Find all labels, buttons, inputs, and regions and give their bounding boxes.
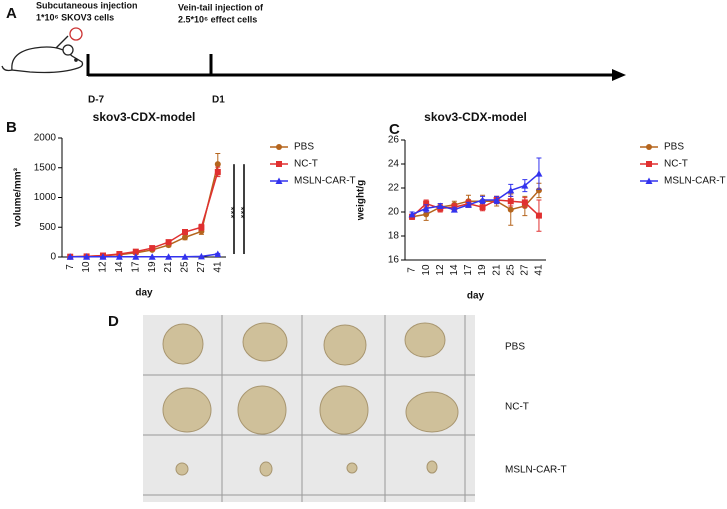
y-axis-label: weight/g xyxy=(356,180,367,222)
x-tick-label: 7 xyxy=(407,267,418,273)
y-axis-label: volume/mm³ xyxy=(13,167,24,227)
series-line xyxy=(412,174,539,215)
y-tick-label: 0 xyxy=(50,252,56,263)
panel-label: A xyxy=(6,5,17,22)
significance: *** xyxy=(224,207,235,219)
panel-label: B xyxy=(6,119,17,136)
marker xyxy=(198,224,204,230)
x-tick-label: 12 xyxy=(98,261,109,273)
x-tick-label: 14 xyxy=(449,264,460,276)
marker xyxy=(182,234,188,240)
step-text: 1*10⁶ SKOV3 cells xyxy=(36,12,114,22)
legend-label: MSLN-CAR-T xyxy=(664,176,726,187)
tumor-photo xyxy=(143,315,475,502)
mouse-icon xyxy=(2,28,83,73)
significance: *** xyxy=(234,207,245,219)
marker xyxy=(215,161,221,167)
x-tick-label: 21 xyxy=(491,264,502,276)
y-tick-label: 2000 xyxy=(34,133,57,144)
x-tick-label: 17 xyxy=(130,261,141,273)
y-tick-label: 16 xyxy=(388,255,400,266)
legend-marker xyxy=(646,144,652,150)
series-line xyxy=(70,164,218,257)
y-tick-label: 20 xyxy=(388,207,400,218)
x-axis-label: day xyxy=(467,291,485,302)
marker xyxy=(535,170,542,177)
x-tick-label: 10 xyxy=(421,264,432,276)
legend-label: PBS xyxy=(294,142,314,153)
marker xyxy=(508,198,514,204)
step-text: Subcutaneous injection xyxy=(36,0,138,10)
x-tick-label: 17 xyxy=(463,264,474,276)
y-tick-label: 18 xyxy=(388,231,400,242)
marker xyxy=(522,199,528,205)
y-tick-label: 1000 xyxy=(34,192,57,203)
timepoint: D-7 xyxy=(88,95,105,106)
timepoint: D1 xyxy=(212,95,225,106)
chart-title: skov3-CDX-model xyxy=(424,110,527,124)
y-tick-label: 500 xyxy=(39,222,56,233)
x-tick-label: 19 xyxy=(147,261,158,273)
row-label: PBS xyxy=(505,342,525,353)
marker xyxy=(480,204,486,210)
x-tick-label: 27 xyxy=(519,264,530,276)
x-tick-label: 19 xyxy=(477,264,488,276)
row-label: NC-T xyxy=(505,402,529,413)
series-line xyxy=(70,172,218,257)
marker xyxy=(166,239,172,245)
x-tick-label: 12 xyxy=(435,264,446,276)
legend-marker xyxy=(646,161,652,167)
marker xyxy=(508,207,514,213)
legend-label: NC-T xyxy=(294,159,318,170)
x-tick-label: 41 xyxy=(534,264,545,276)
legend-label: NC-T xyxy=(664,159,688,170)
x-axis-label: day xyxy=(135,288,153,299)
timeline xyxy=(88,54,626,81)
step-text: Vein-tail injection of xyxy=(178,2,264,12)
legend-label: MSLN-CAR-T xyxy=(294,176,356,187)
y-tick-label: 1500 xyxy=(34,162,57,173)
y-tick-label: 24 xyxy=(388,159,400,170)
series-line xyxy=(412,190,539,216)
marker xyxy=(215,169,221,175)
x-tick-label: 7 xyxy=(65,264,76,270)
x-tick-label: 14 xyxy=(114,261,125,273)
row-label: MSLN-CAR-T xyxy=(505,465,567,476)
x-tick-label: 21 xyxy=(163,261,174,273)
x-tick-label: 25 xyxy=(505,264,516,276)
y-tick-label: 22 xyxy=(388,183,400,194)
marker xyxy=(149,245,155,251)
legend-marker xyxy=(276,161,282,167)
panel-label: D xyxy=(108,313,119,330)
legend-marker xyxy=(276,144,282,150)
marker xyxy=(182,229,188,235)
legend-label: PBS xyxy=(664,142,684,153)
x-tick-label: 25 xyxy=(180,261,191,273)
marker xyxy=(536,213,542,219)
step-text: 2.5*10⁶ effect cells xyxy=(178,14,257,24)
x-tick-label: 41 xyxy=(212,261,223,273)
chart-title: skov3-CDX-model xyxy=(93,110,196,124)
x-tick-label: 27 xyxy=(196,261,207,273)
x-tick-label: 10 xyxy=(81,261,92,273)
y-tick-label: 26 xyxy=(388,135,400,146)
